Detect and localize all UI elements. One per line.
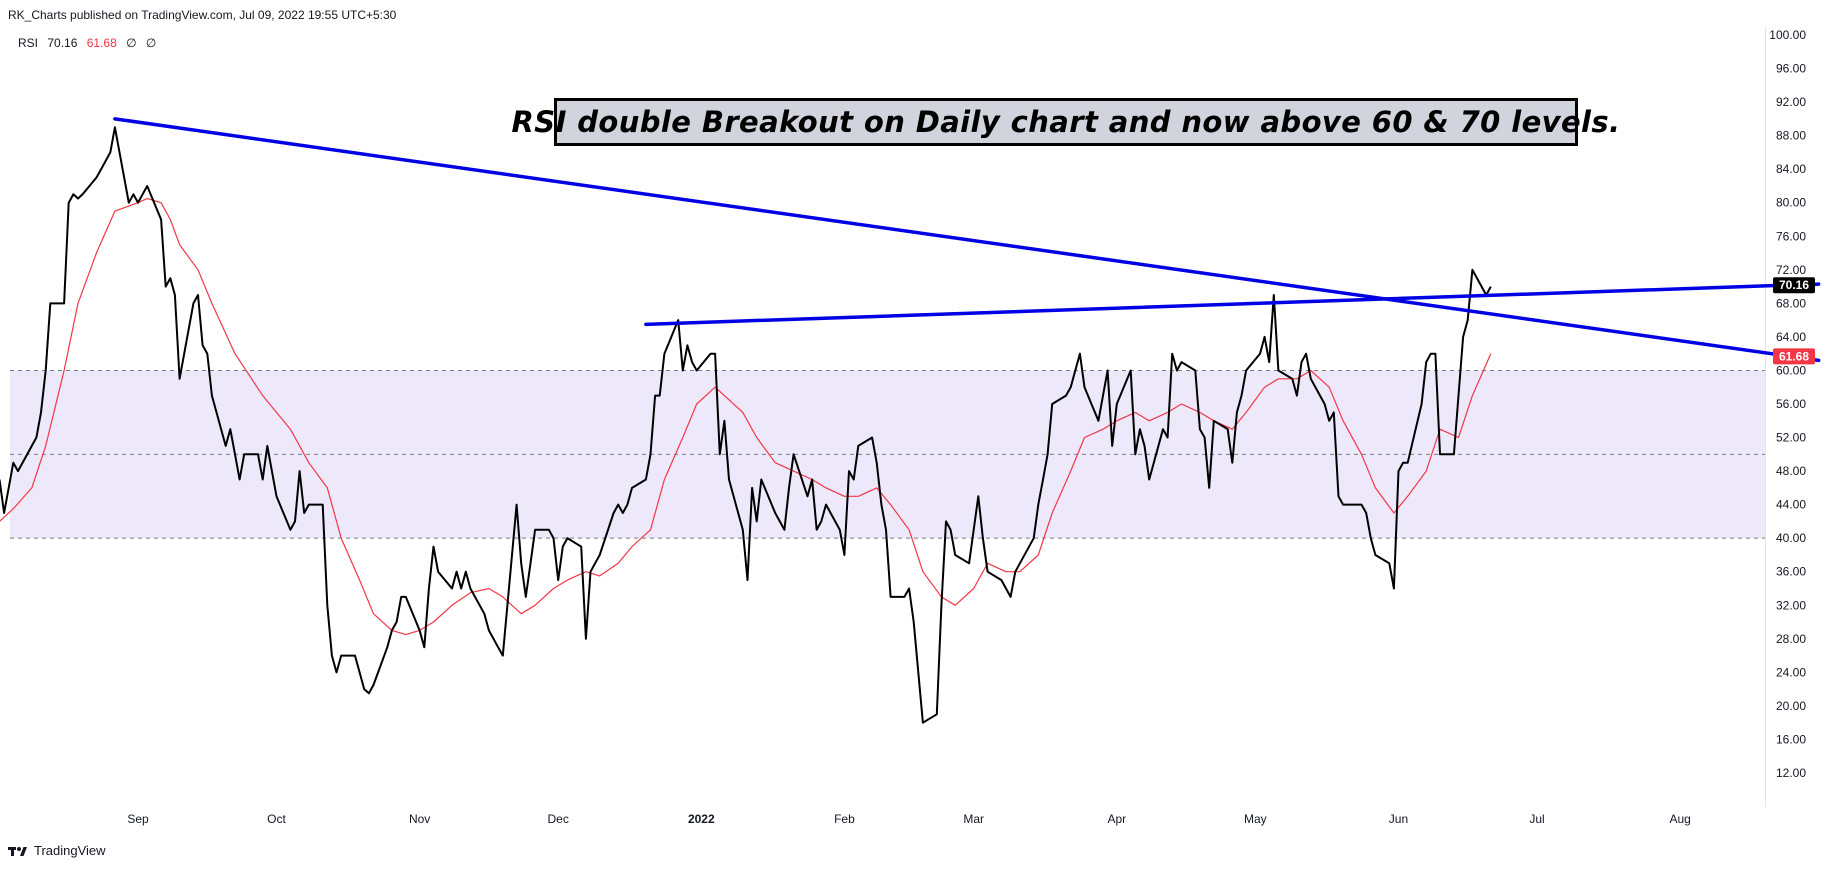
y-tick-label: 44.00 [1776,498,1806,512]
y-tick-label: 20.00 [1776,699,1806,713]
y-tick-label: 100.00 [1769,28,1806,42]
rsi-value-badge-text: 70.16 [1779,278,1809,292]
rsi-background-band [10,370,1765,539]
y-tick-label: 48.00 [1776,464,1806,478]
y-tick-label: 16.00 [1776,732,1806,746]
x-tick-label: Oct [267,812,286,826]
x-tick-label: Apr [1107,812,1126,826]
legend-rsi-value: 70.16 [47,36,78,50]
x-tick-label: Feb [834,812,855,826]
y-tick-label: 32.00 [1776,598,1806,612]
chart-pane-border [10,27,1766,807]
y-tick-label: 60.00 [1776,363,1806,377]
x-tick-label: Jul [1529,812,1544,826]
y-tick-label: 24.00 [1776,665,1806,679]
legend-ma-value: 61.68 [86,36,117,50]
y-tick-label: 96.00 [1776,62,1806,76]
y-tick-label: 92.00 [1776,95,1806,109]
legend-title: RSI [18,36,39,50]
rsi-value-badge [1773,277,1815,294]
footer-brand-text: TradingView [34,843,106,858]
publish-attribution: RK_Charts published on TradingView.com, … [8,8,397,22]
y-tick-label: 80.00 [1776,196,1806,210]
tradingview-logo-icon [8,846,27,856]
y-tick-label: 52.00 [1776,431,1806,445]
y-tick-label: 28.00 [1776,632,1806,646]
y-tick-label: 36.00 [1776,565,1806,579]
y-tick-label: 56.00 [1776,397,1806,411]
x-tick-label: Mar [963,812,984,826]
y-tick-label: 72.00 [1776,263,1806,277]
y-tick-label: 68.00 [1776,296,1806,310]
x-tick-label: Sep [127,812,149,826]
x-tick-label: Dec [547,812,568,826]
annotation-callout[interactable]: RSI double Breakout on Daily chart and n… [512,98,1620,146]
legend-empty-2: ∅ [145,36,157,50]
footer-branding[interactable]: TradingView [8,843,106,858]
ma-value-badge-text: 61.68 [1779,349,1809,363]
indicator-legend[interactable]: RSI 70.16 61.68 ∅ ∅ [18,36,162,50]
x-tick-label: 2022 [688,812,715,826]
y-tick-label: 40.00 [1776,531,1806,545]
rsi-line [0,126,1492,724]
y-tick-label: 88.00 [1776,129,1806,143]
ma-value-badge [1773,348,1815,365]
legend-empty-1: ∅ [126,36,137,50]
x-tick-label: Nov [409,812,430,826]
y-tick-label: 12.00 [1776,766,1806,780]
x-tick-label: Jun [1389,812,1408,826]
y-tick-label: 64.00 [1776,330,1806,344]
trendline-2 [644,282,1821,327]
trendline-1 [113,117,1821,363]
y-tick-label: 84.00 [1776,162,1806,176]
y-tick-label: 76.00 [1776,229,1806,243]
x-tick-label: May [1244,812,1267,826]
annotation-text: RSI double Breakout on Daily chart and n… [511,105,1621,139]
rsi-ma-line [0,197,1492,636]
x-tick-label: Aug [1669,812,1690,826]
